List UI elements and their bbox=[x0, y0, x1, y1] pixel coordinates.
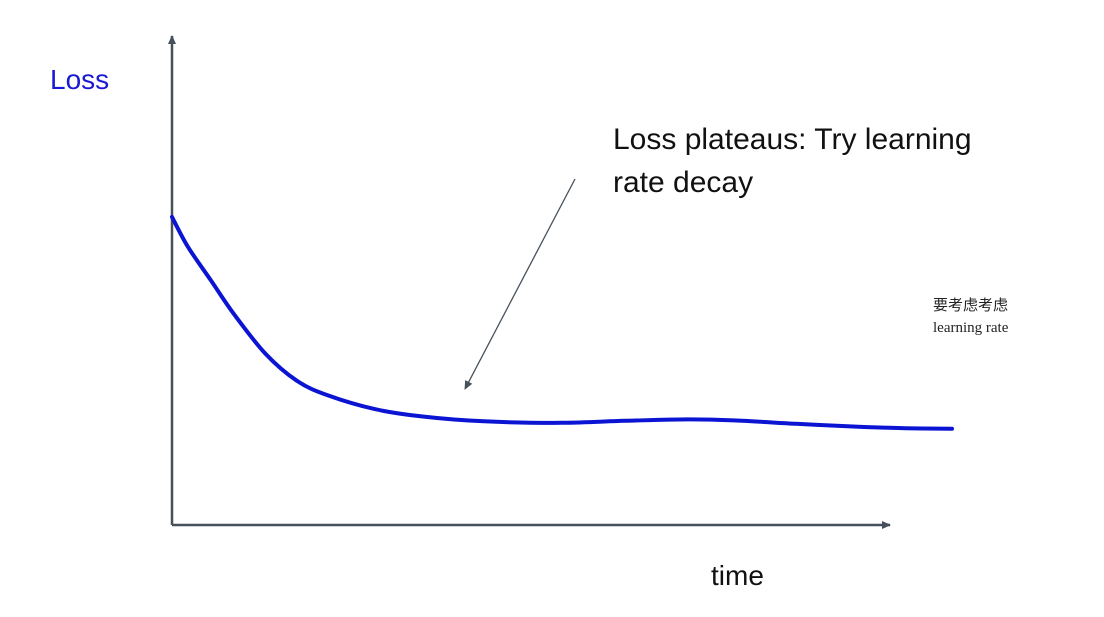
x-axis-label: time bbox=[711, 560, 764, 591]
side-note-line-1: 要考虑考虑 bbox=[933, 297, 1008, 314]
annotation-text: Loss plateaus: Try learning rate decay bbox=[613, 123, 980, 199]
side-note-line-2: learning rate bbox=[933, 320, 1009, 336]
y-axis-label: Loss bbox=[50, 64, 109, 95]
annotation-line-1: Loss plateaus: Try learning bbox=[613, 123, 972, 156]
loss-series-line bbox=[170, 214, 954, 431]
side-note: 要考虑考虑 learning rate bbox=[933, 297, 1012, 336]
annotation-line-2: rate decay bbox=[613, 166, 753, 199]
annotation-arrow bbox=[464, 178, 576, 390]
